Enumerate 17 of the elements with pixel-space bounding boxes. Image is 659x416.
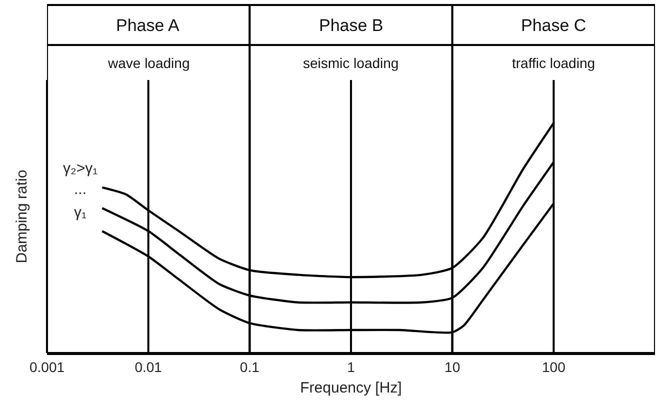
x-tick-label: 100 xyxy=(542,358,566,375)
x-tick-label: 1 xyxy=(347,358,356,375)
band-label: Phase B xyxy=(319,16,384,35)
band-label: Phase C xyxy=(521,16,586,35)
x-tick-label: 0.001 xyxy=(29,358,65,375)
text: traffic loading xyxy=(512,55,596,71)
series-label: ... xyxy=(74,181,87,198)
x-tick-label: 0.1 xyxy=(240,358,260,375)
series-label: γ₁ xyxy=(74,204,87,221)
y-axis-title: Damping ratio xyxy=(13,170,30,264)
band-label: Phase A xyxy=(116,16,180,35)
text: wave loading xyxy=(107,55,190,71)
text: seismic loading xyxy=(303,55,399,71)
x-axis-title: Frequency [Hz] xyxy=(300,379,402,396)
x-tick-label: 10 xyxy=(444,358,460,375)
x-tick-label: 0.01 xyxy=(134,358,162,375)
series-label: γ₂>γ₁ xyxy=(63,160,98,177)
